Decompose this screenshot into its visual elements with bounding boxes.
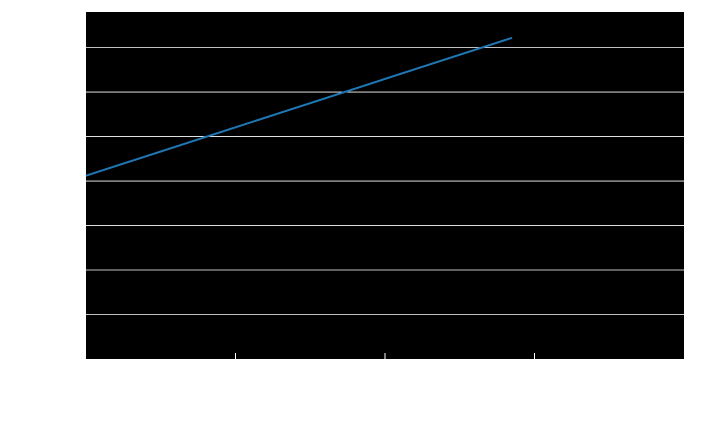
series-layer (85, 36, 513, 177)
x-axis-ticks (235, 353, 535, 359)
plot-area (86, 12, 684, 359)
series-line-1 (85, 36, 513, 177)
grid-lines (86, 47, 684, 315)
